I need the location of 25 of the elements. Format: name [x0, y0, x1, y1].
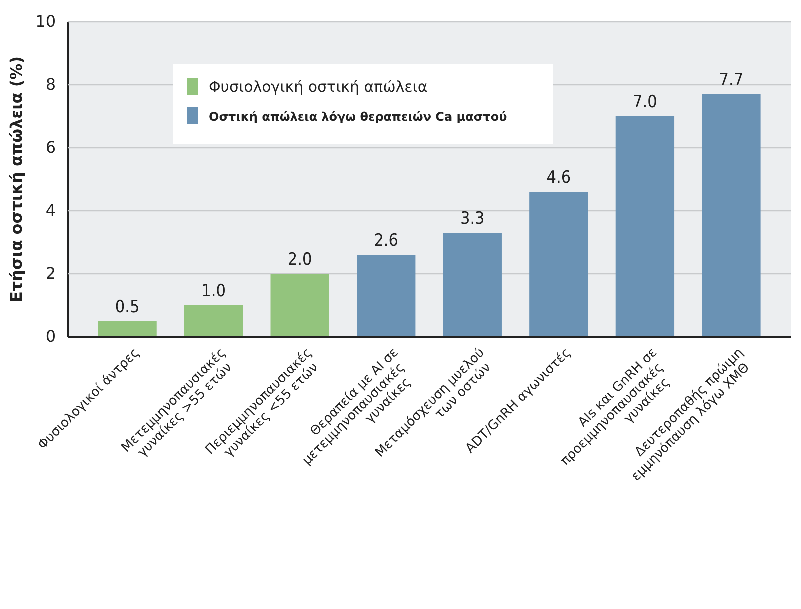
data-label: 2.6	[374, 231, 399, 252]
legend-label: Οστική απώλεια λόγω θεραπειών Ca μαστού	[209, 110, 508, 124]
y-tick-label: 6	[46, 138, 56, 158]
data-label: 7.7	[719, 70, 744, 90]
bar	[357, 255, 416, 337]
data-label: 4.6	[546, 168, 572, 188]
y-tick-label: 4	[46, 201, 56, 220]
data-label: 0.5	[115, 297, 140, 318]
y-tick-label: 0	[46, 327, 56, 346]
bar	[98, 321, 157, 337]
data-label: 3.3	[460, 209, 485, 230]
bar	[616, 116, 675, 337]
y-tick-label: 8	[46, 75, 56, 94]
y-tick-label: 2	[46, 264, 56, 284]
data-label: 7.0	[633, 92, 658, 112]
data-label: 2.0	[288, 250, 312, 270]
legend-label: Φυσιολογική οστική απώλεια	[209, 78, 428, 96]
bar	[270, 274, 330, 337]
bar	[530, 192, 588, 337]
y-axis-title: Ετήσια οστική απώλεια (%)	[7, 56, 26, 303]
bar	[702, 94, 761, 337]
bar	[443, 233, 502, 337]
data-label: 1.0	[202, 282, 226, 302]
y-tick-label: 10	[36, 12, 56, 32]
bar	[184, 306, 244, 337]
